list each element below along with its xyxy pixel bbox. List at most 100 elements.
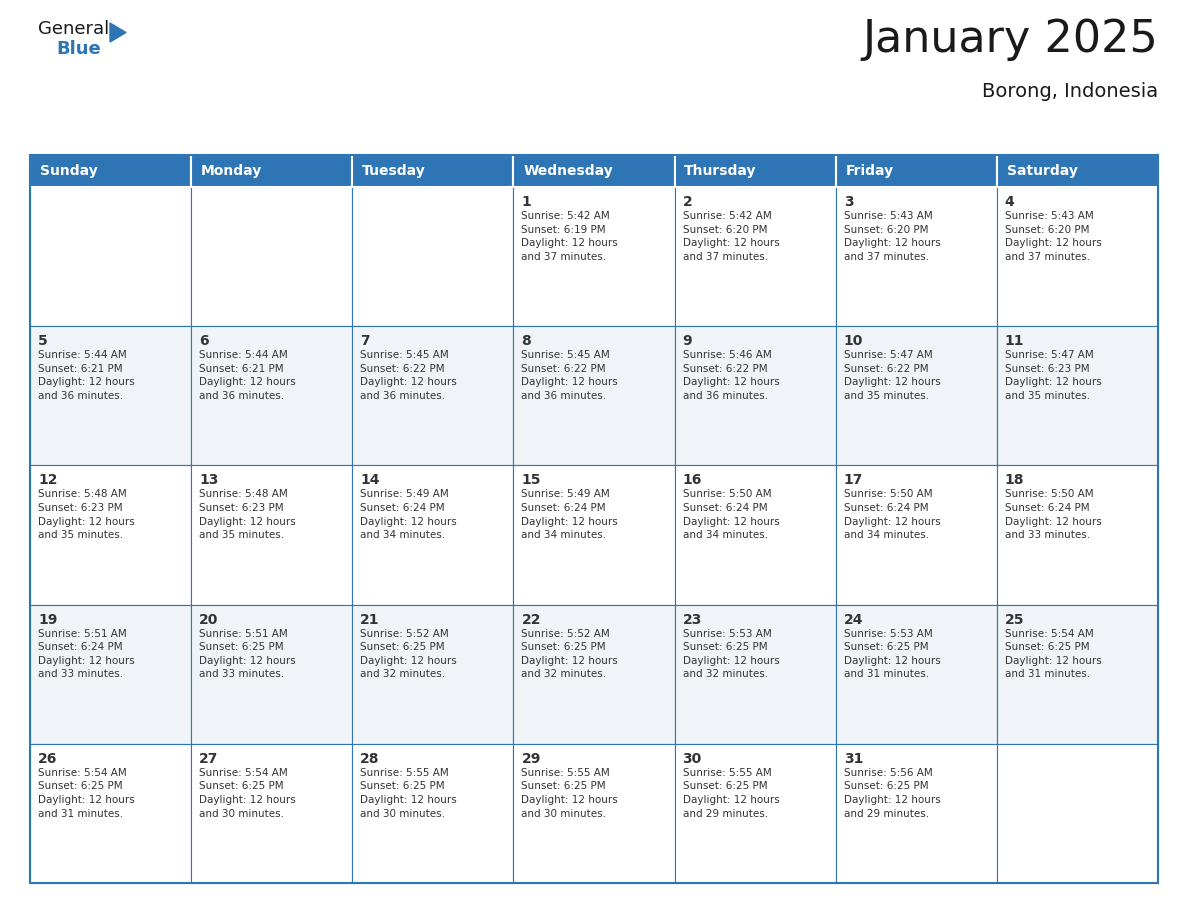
Text: Sunrise: 5:43 AM
Sunset: 6:20 PM
Daylight: 12 hours
and 37 minutes.: Sunrise: 5:43 AM Sunset: 6:20 PM Dayligh… <box>1005 211 1101 262</box>
Text: Tuesday: Tuesday <box>362 164 425 178</box>
Text: 20: 20 <box>200 612 219 627</box>
Bar <box>675 326 835 465</box>
Bar <box>30 744 191 883</box>
Bar <box>353 465 513 605</box>
Text: Sunrise: 5:45 AM
Sunset: 6:22 PM
Daylight: 12 hours
and 36 minutes.: Sunrise: 5:45 AM Sunset: 6:22 PM Dayligh… <box>522 350 618 401</box>
Text: Sunrise: 5:51 AM
Sunset: 6:24 PM
Daylight: 12 hours
and 33 minutes.: Sunrise: 5:51 AM Sunset: 6:24 PM Dayligh… <box>38 629 134 679</box>
Text: 13: 13 <box>200 474 219 487</box>
Text: 28: 28 <box>360 752 380 766</box>
Text: 10: 10 <box>843 334 864 348</box>
Text: Sunrise: 5:54 AM
Sunset: 6:25 PM
Daylight: 12 hours
and 31 minutes.: Sunrise: 5:54 AM Sunset: 6:25 PM Dayligh… <box>38 767 134 819</box>
Text: Sunrise: 5:49 AM
Sunset: 6:24 PM
Daylight: 12 hours
and 34 minutes.: Sunrise: 5:49 AM Sunset: 6:24 PM Dayligh… <box>360 489 457 540</box>
Text: January 2025: January 2025 <box>862 18 1158 61</box>
Text: Sunrise: 5:43 AM
Sunset: 6:20 PM
Daylight: 12 hours
and 37 minutes.: Sunrise: 5:43 AM Sunset: 6:20 PM Dayligh… <box>843 211 941 262</box>
Text: Sunrise: 5:55 AM
Sunset: 6:25 PM
Daylight: 12 hours
and 29 minutes.: Sunrise: 5:55 AM Sunset: 6:25 PM Dayligh… <box>683 767 779 819</box>
Text: Sunrise: 5:47 AM
Sunset: 6:23 PM
Daylight: 12 hours
and 35 minutes.: Sunrise: 5:47 AM Sunset: 6:23 PM Dayligh… <box>1005 350 1101 401</box>
Bar <box>997 744 1158 883</box>
Text: 30: 30 <box>683 752 702 766</box>
Bar <box>513 605 675 744</box>
Bar <box>835 605 997 744</box>
Text: Sunrise: 5:50 AM
Sunset: 6:24 PM
Daylight: 12 hours
and 34 minutes.: Sunrise: 5:50 AM Sunset: 6:24 PM Dayligh… <box>843 489 941 540</box>
Text: 31: 31 <box>843 752 864 766</box>
Text: 26: 26 <box>38 752 57 766</box>
Text: Sunrise: 5:48 AM
Sunset: 6:23 PM
Daylight: 12 hours
and 35 minutes.: Sunrise: 5:48 AM Sunset: 6:23 PM Dayligh… <box>38 489 134 540</box>
Bar <box>513 326 675 465</box>
Bar <box>353 155 513 187</box>
Bar <box>353 187 513 326</box>
Bar <box>513 187 675 326</box>
Text: 1: 1 <box>522 195 531 209</box>
Text: 7: 7 <box>360 334 369 348</box>
Bar <box>30 465 191 605</box>
Bar <box>30 326 191 465</box>
Text: Sunrise: 5:49 AM
Sunset: 6:24 PM
Daylight: 12 hours
and 34 minutes.: Sunrise: 5:49 AM Sunset: 6:24 PM Dayligh… <box>522 489 618 540</box>
Text: Monday: Monday <box>201 164 263 178</box>
Text: 27: 27 <box>200 752 219 766</box>
Bar <box>191 605 353 744</box>
Bar <box>353 605 513 744</box>
Text: 15: 15 <box>522 474 541 487</box>
Text: General: General <box>38 20 109 38</box>
Bar <box>675 465 835 605</box>
Bar <box>191 744 353 883</box>
Bar <box>835 187 997 326</box>
Bar <box>30 605 191 744</box>
Text: 2: 2 <box>683 195 693 209</box>
Text: 25: 25 <box>1005 612 1024 627</box>
Text: 5: 5 <box>38 334 48 348</box>
Text: Sunrise: 5:44 AM
Sunset: 6:21 PM
Daylight: 12 hours
and 36 minutes.: Sunrise: 5:44 AM Sunset: 6:21 PM Dayligh… <box>38 350 134 401</box>
Polygon shape <box>110 23 126 42</box>
Text: Sunrise: 5:45 AM
Sunset: 6:22 PM
Daylight: 12 hours
and 36 minutes.: Sunrise: 5:45 AM Sunset: 6:22 PM Dayligh… <box>360 350 457 401</box>
Text: 6: 6 <box>200 334 209 348</box>
Text: Sunrise: 5:42 AM
Sunset: 6:20 PM
Daylight: 12 hours
and 37 minutes.: Sunrise: 5:42 AM Sunset: 6:20 PM Dayligh… <box>683 211 779 262</box>
Text: Sunrise: 5:52 AM
Sunset: 6:25 PM
Daylight: 12 hours
and 32 minutes.: Sunrise: 5:52 AM Sunset: 6:25 PM Dayligh… <box>522 629 618 679</box>
Bar <box>835 326 997 465</box>
Text: 11: 11 <box>1005 334 1024 348</box>
Text: Sunrise: 5:53 AM
Sunset: 6:25 PM
Daylight: 12 hours
and 31 minutes.: Sunrise: 5:53 AM Sunset: 6:25 PM Dayligh… <box>843 629 941 679</box>
Text: 16: 16 <box>683 474 702 487</box>
Bar <box>30 187 191 326</box>
Bar <box>353 744 513 883</box>
Bar <box>675 155 835 187</box>
Bar <box>997 326 1158 465</box>
Text: Sunrise: 5:50 AM
Sunset: 6:24 PM
Daylight: 12 hours
and 33 minutes.: Sunrise: 5:50 AM Sunset: 6:24 PM Dayligh… <box>1005 489 1101 540</box>
Text: 14: 14 <box>360 474 380 487</box>
Text: Friday: Friday <box>846 164 893 178</box>
Bar <box>675 605 835 744</box>
Bar <box>835 155 997 187</box>
Text: Sunrise: 5:48 AM
Sunset: 6:23 PM
Daylight: 12 hours
and 35 minutes.: Sunrise: 5:48 AM Sunset: 6:23 PM Dayligh… <box>200 489 296 540</box>
Text: Sunrise: 5:54 AM
Sunset: 6:25 PM
Daylight: 12 hours
and 30 minutes.: Sunrise: 5:54 AM Sunset: 6:25 PM Dayligh… <box>200 767 296 819</box>
Text: 19: 19 <box>38 612 57 627</box>
Bar <box>675 187 835 326</box>
Text: Sunrise: 5:56 AM
Sunset: 6:25 PM
Daylight: 12 hours
and 29 minutes.: Sunrise: 5:56 AM Sunset: 6:25 PM Dayligh… <box>843 767 941 819</box>
Text: Wednesday: Wednesday <box>523 164 613 178</box>
Text: Thursday: Thursday <box>684 164 757 178</box>
Text: Sunday: Sunday <box>39 164 97 178</box>
Bar <box>191 326 353 465</box>
Text: Blue: Blue <box>56 40 101 58</box>
Text: 21: 21 <box>360 612 380 627</box>
Bar <box>30 155 191 187</box>
Text: 22: 22 <box>522 612 541 627</box>
Bar <box>191 465 353 605</box>
Bar <box>30 155 1158 883</box>
Bar <box>835 744 997 883</box>
Text: 4: 4 <box>1005 195 1015 209</box>
Text: 24: 24 <box>843 612 864 627</box>
Bar <box>353 326 513 465</box>
Bar <box>835 465 997 605</box>
Text: 12: 12 <box>38 474 57 487</box>
Text: Borong, Indonesia: Borong, Indonesia <box>981 82 1158 101</box>
Bar <box>191 155 353 187</box>
Bar <box>513 465 675 605</box>
Text: Sunrise: 5:47 AM
Sunset: 6:22 PM
Daylight: 12 hours
and 35 minutes.: Sunrise: 5:47 AM Sunset: 6:22 PM Dayligh… <box>843 350 941 401</box>
Text: 8: 8 <box>522 334 531 348</box>
Text: Saturday: Saturday <box>1006 164 1078 178</box>
Bar <box>513 155 675 187</box>
Text: 23: 23 <box>683 612 702 627</box>
Text: Sunrise: 5:51 AM
Sunset: 6:25 PM
Daylight: 12 hours
and 33 minutes.: Sunrise: 5:51 AM Sunset: 6:25 PM Dayligh… <box>200 629 296 679</box>
Text: Sunrise: 5:54 AM
Sunset: 6:25 PM
Daylight: 12 hours
and 31 minutes.: Sunrise: 5:54 AM Sunset: 6:25 PM Dayligh… <box>1005 629 1101 679</box>
Text: Sunrise: 5:55 AM
Sunset: 6:25 PM
Daylight: 12 hours
and 30 minutes.: Sunrise: 5:55 AM Sunset: 6:25 PM Dayligh… <box>522 767 618 819</box>
Bar <box>191 187 353 326</box>
Text: 17: 17 <box>843 474 864 487</box>
